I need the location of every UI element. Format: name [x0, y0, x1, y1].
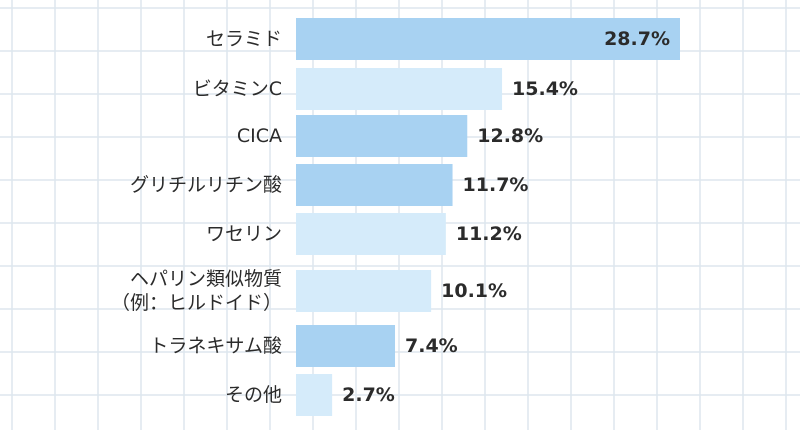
labels: セラミド 28.7% ビタミンC 15.4% CICA 12.8% グリチルリチン酸 11.7… [111, 28, 670, 406]
bars [296, 18, 680, 416]
value-label-7: 2.7% [342, 384, 395, 406]
bar-7 [296, 374, 333, 416]
bar-5 [296, 270, 432, 312]
category-label-1: ビタミンC [193, 78, 282, 100]
bar-4 [296, 213, 446, 255]
bar-6 [296, 325, 396, 367]
bar-3 [296, 164, 453, 206]
value-label-1: 15.4% [512, 78, 578, 100]
category-label-3-line-0: グリチルリチン酸 [130, 174, 282, 196]
category-label-5-line-0: ヘパリン類似物質 [130, 268, 282, 290]
category-label-4-line-0: ワセリン [206, 223, 282, 245]
value-label-0: 28.7% [604, 28, 670, 50]
value-label-6: 7.4% [405, 335, 458, 357]
bar-1 [296, 68, 503, 110]
category-label-1-line-0: ビタミンC [193, 78, 282, 100]
category-label-0: セラミド [206, 28, 282, 50]
category-label-6-line-0: トラネキサム酸 [149, 335, 282, 357]
category-label-2-line-0: CICA [237, 125, 282, 147]
value-label-3: 11.7% [463, 174, 529, 196]
category-label-2: CICA [237, 125, 282, 147]
category-label-7-line-0: その他 [225, 384, 282, 406]
category-label-0-line-0: セラミド [206, 28, 282, 50]
category-label-3: グリチルリチン酸 [130, 174, 282, 196]
category-label-5: ヘパリン類似物質（例：ヒルドイド） [111, 268, 282, 314]
value-label-5: 10.1% [441, 280, 507, 302]
category-label-6: トラネキサム酸 [149, 335, 282, 357]
value-label-4: 11.2% [456, 223, 522, 245]
bar-0 [296, 18, 680, 60]
category-label-7: その他 [225, 384, 282, 406]
category-label-5-line-1: （例：ヒルドイド） [111, 292, 282, 314]
category-label-4: ワセリン [206, 223, 282, 245]
bar-2 [296, 115, 468, 157]
value-label-2: 12.8% [477, 125, 543, 147]
